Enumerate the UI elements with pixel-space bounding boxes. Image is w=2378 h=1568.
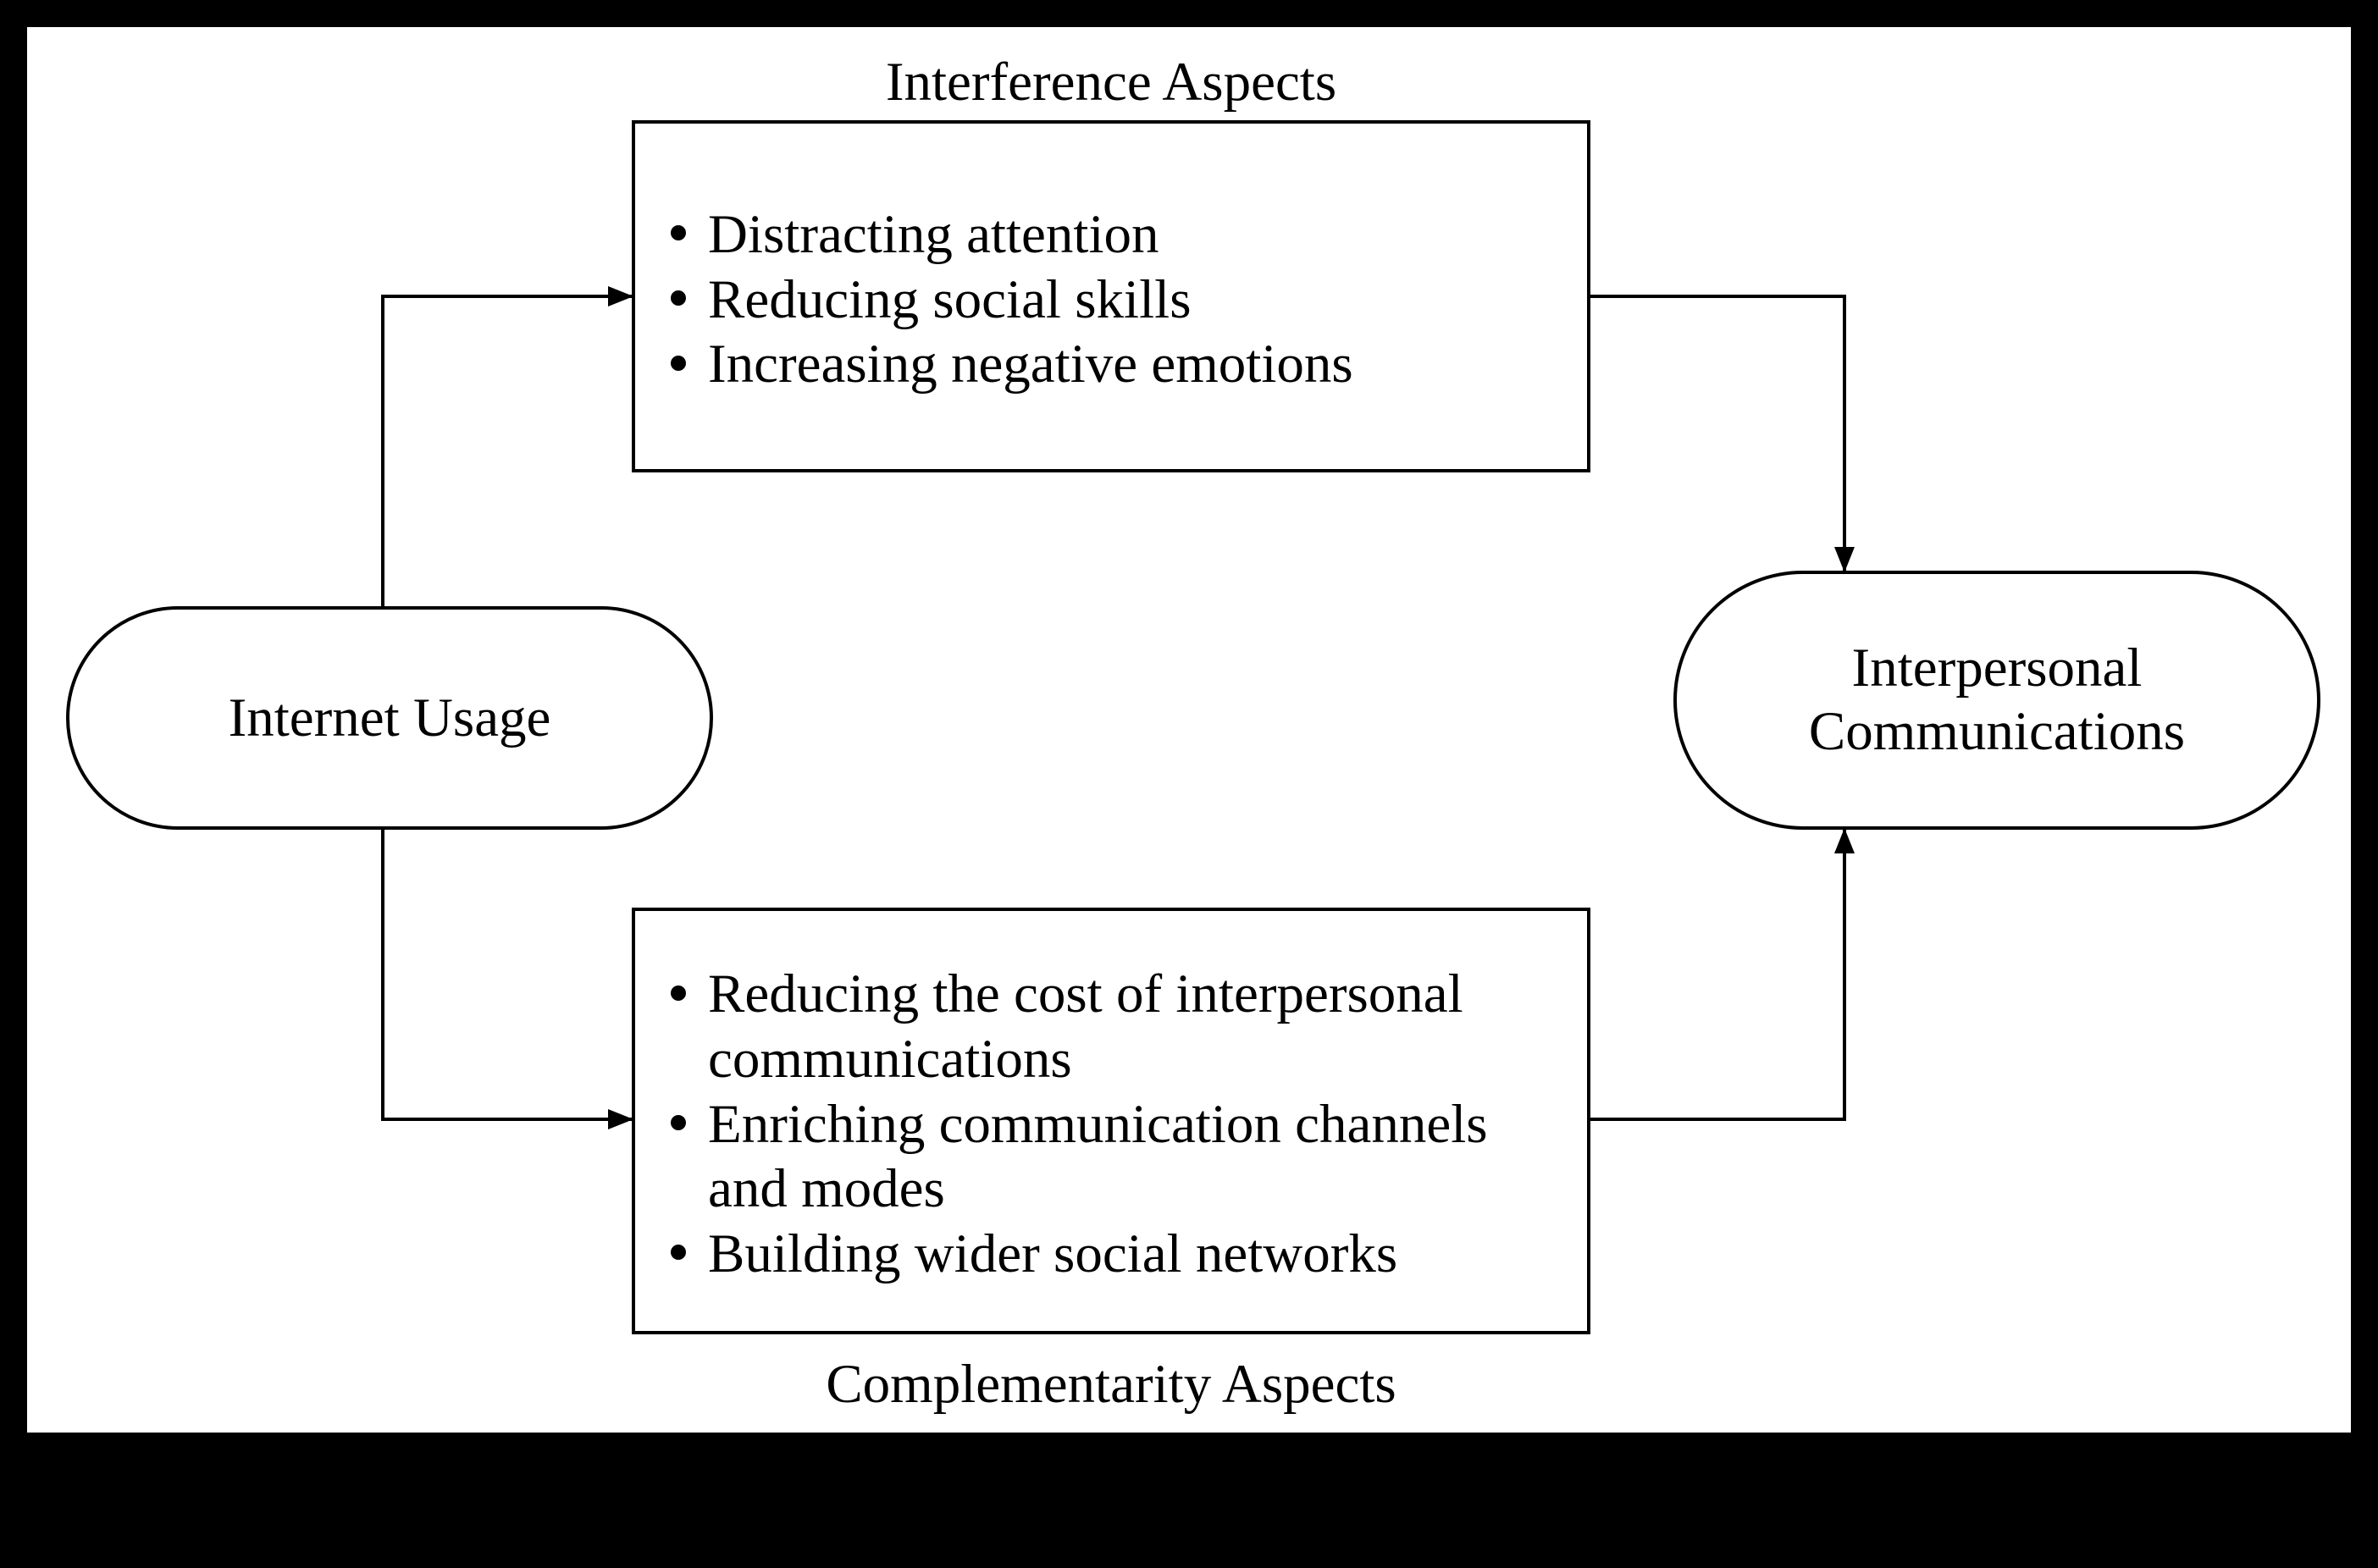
bullet-dot-icon bbox=[671, 1115, 686, 1130]
bullet-dot-icon bbox=[671, 225, 686, 240]
complementarity-bullets: Reducing the cost of interpersonal commu… bbox=[633, 909, 1589, 1333]
bullet-item: Distracting attention bbox=[671, 202, 1572, 268]
bullet-dot-icon bbox=[671, 986, 686, 1001]
bullet-item: Reducing the cost of interpersonal commu… bbox=[671, 962, 1572, 1091]
bullet-item: Increasing negative emotions bbox=[671, 332, 1572, 397]
bullet-text: Reducing social skills bbox=[708, 268, 1192, 333]
bullet-dot-icon bbox=[671, 1245, 686, 1260]
interference-header: Interference Aspects bbox=[633, 51, 1589, 114]
bullet-item: Enriching communication channels and mod… bbox=[671, 1092, 1572, 1222]
interference-bullets: Distracting attentionReducing social ski… bbox=[633, 122, 1589, 471]
bullet-text: Enriching communication channels and mod… bbox=[708, 1092, 1572, 1222]
bullet-text: Distracting attention bbox=[708, 202, 1159, 268]
internet-usage-label: Internet Usage bbox=[68, 608, 711, 828]
bullet-item: Reducing social skills bbox=[671, 268, 1572, 333]
bullet-text: Increasing negative emotions bbox=[708, 332, 1353, 397]
bullet-item: Building wider social networks bbox=[671, 1222, 1572, 1287]
diagram-canvas: Interference Aspects Complementarity Asp… bbox=[0, 0, 2378, 1568]
bullet-text: Building wider social networks bbox=[708, 1222, 1397, 1287]
interpersonal-communications-label: Interpersonal Communications bbox=[1675, 572, 2319, 828]
bullet-text: Reducing the cost of interpersonal commu… bbox=[708, 962, 1572, 1091]
bullet-dot-icon bbox=[671, 356, 686, 371]
bullet-dot-icon bbox=[671, 290, 686, 306]
complementarity-footer: Complementarity Aspects bbox=[633, 1353, 1589, 1416]
